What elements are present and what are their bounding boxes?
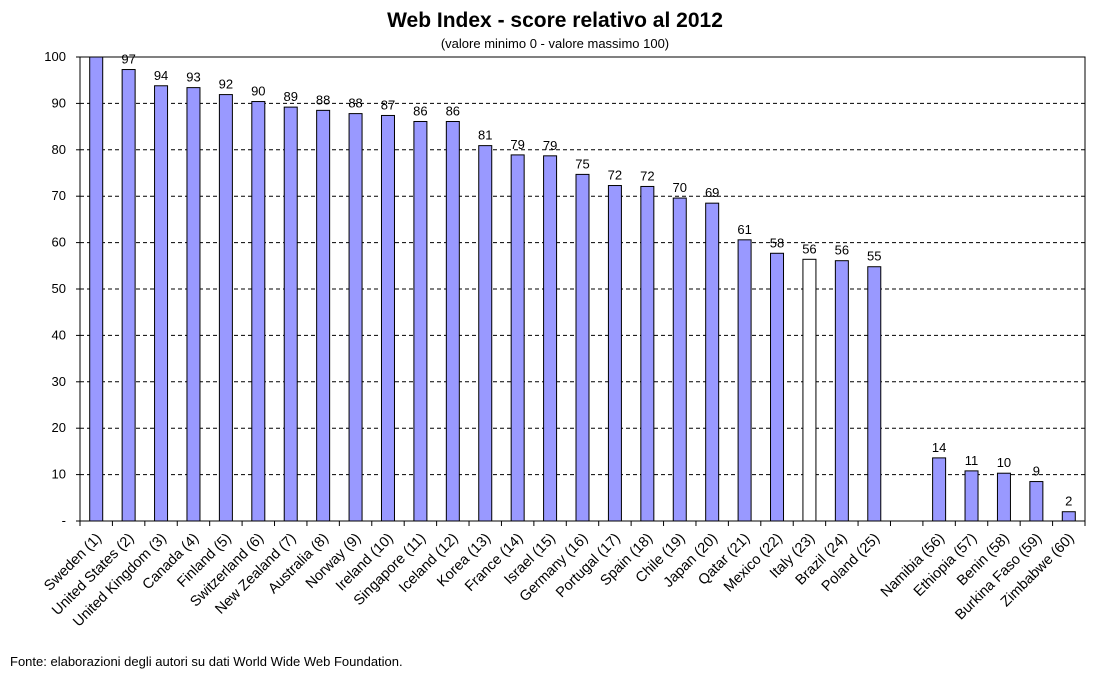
bar xyxy=(965,471,978,521)
bar xyxy=(187,88,200,521)
chart-subtitle: (valore minimo 0 - valore massimo 100) xyxy=(441,36,669,51)
bar xyxy=(317,110,330,521)
data-label: 72 xyxy=(608,168,622,183)
data-label: 81 xyxy=(478,128,492,143)
bar xyxy=(479,146,492,521)
bar xyxy=(252,102,265,521)
bar xyxy=(576,174,589,521)
bar xyxy=(414,121,427,521)
data-label: 11 xyxy=(965,453,979,468)
data-label: 55 xyxy=(867,249,881,264)
data-label: 94 xyxy=(154,68,168,83)
bar xyxy=(868,267,881,521)
bar xyxy=(706,203,719,521)
data-label: 86 xyxy=(413,103,427,118)
bar xyxy=(284,107,297,521)
bar xyxy=(738,240,751,521)
chart: Web Index - score relativo al 2012 (valo… xyxy=(0,0,1099,676)
y-axis: - 10 20 30 40 50 60 70 80 90 100 xyxy=(44,49,80,528)
data-label: 75 xyxy=(575,156,589,171)
bar xyxy=(608,186,621,521)
data-label: 56 xyxy=(802,241,816,256)
data-label: 90 xyxy=(251,84,265,99)
data-label: 92 xyxy=(219,77,233,92)
bar xyxy=(933,458,946,521)
data-label: 93 xyxy=(186,70,200,85)
bar xyxy=(446,121,459,521)
bar xyxy=(673,198,686,521)
y-tick-label: 40 xyxy=(52,327,66,342)
bar xyxy=(1030,482,1043,521)
y-tick-label: 90 xyxy=(52,95,66,110)
bar xyxy=(155,86,168,521)
x-axis: Sweden (1)United States (2)United Kingdo… xyxy=(41,521,1085,630)
y-tick-label: 10 xyxy=(52,467,66,482)
data-label: 70 xyxy=(673,180,687,195)
data-label: 89 xyxy=(283,89,297,104)
y-tick-label: 100 xyxy=(44,49,66,64)
source-note: Fonte: elaborazioni degli autori su dati… xyxy=(10,654,403,669)
y-tick-label: 50 xyxy=(52,281,66,296)
bar xyxy=(997,473,1010,521)
data-label: 14 xyxy=(932,440,946,455)
data-label: 88 xyxy=(348,96,362,111)
data-label: 72 xyxy=(640,168,654,183)
data-label: 10 xyxy=(997,455,1011,470)
data-label: 69 xyxy=(705,185,719,200)
bar-highlight xyxy=(803,259,816,521)
data-label: 9 xyxy=(1033,464,1040,479)
data-label: 97 xyxy=(121,52,135,67)
y-tick-label: 80 xyxy=(52,142,66,157)
y-tick-label: 60 xyxy=(52,235,66,250)
data-label: 87 xyxy=(381,97,395,112)
data-label: 56 xyxy=(835,243,849,258)
data-label: 86 xyxy=(446,103,460,118)
data-label: 58 xyxy=(770,235,784,250)
data-label: 61 xyxy=(737,222,751,237)
y-tick-label: 30 xyxy=(52,374,66,389)
data-label: 79 xyxy=(510,137,524,152)
data-label: 79 xyxy=(543,138,557,153)
data-label: 2 xyxy=(1065,494,1072,509)
bar xyxy=(641,186,654,521)
bar xyxy=(771,253,784,521)
bar xyxy=(1062,512,1075,521)
bar xyxy=(835,261,848,521)
bar xyxy=(511,155,524,521)
bar xyxy=(90,57,103,521)
bar xyxy=(544,156,557,521)
chart-title: Web Index - score relativo al 2012 xyxy=(387,9,723,32)
y-tick-label: 20 xyxy=(52,420,66,435)
data-label: 88 xyxy=(316,92,330,107)
bar xyxy=(349,114,362,521)
bar xyxy=(219,95,232,521)
y-tick-label: - xyxy=(62,513,66,528)
bar xyxy=(122,70,135,521)
bar xyxy=(381,115,394,521)
y-tick-label: 70 xyxy=(52,188,66,203)
